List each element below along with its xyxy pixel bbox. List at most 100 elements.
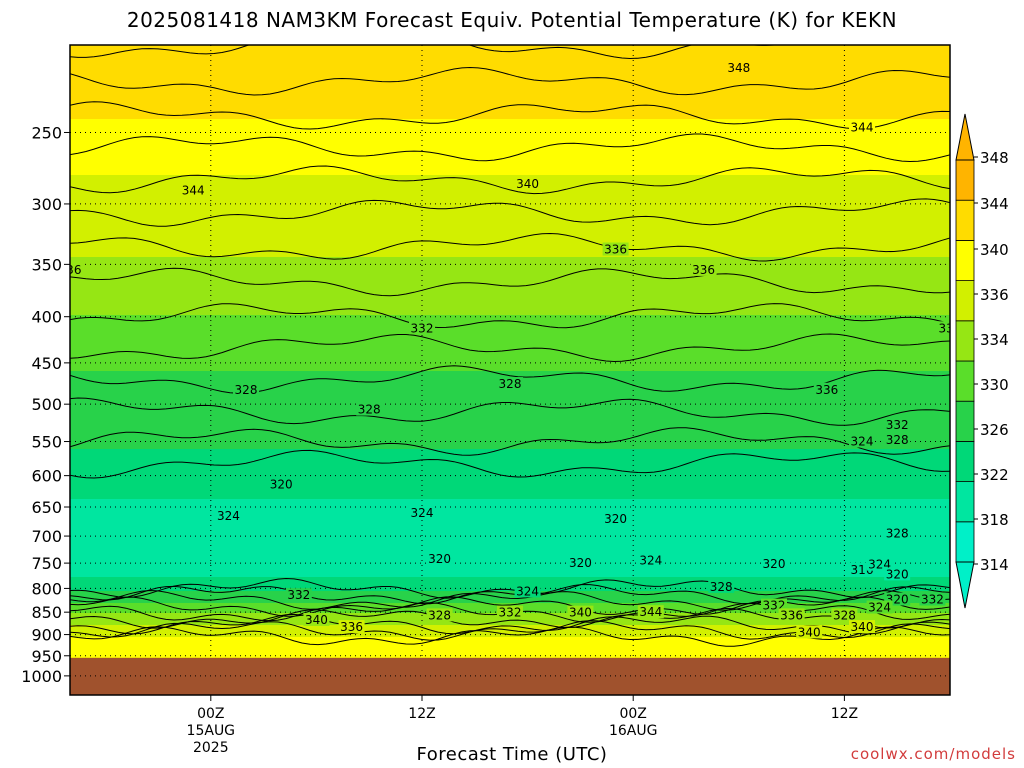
band-strip	[70, 191, 950, 194]
band-strip	[70, 163, 950, 166]
band-strip	[70, 355, 950, 358]
contour-label-bg	[725, 60, 752, 74]
band-strip	[70, 95, 950, 98]
band-strip	[70, 99, 950, 102]
band-strip	[70, 261, 950, 264]
contour-label: 332	[921, 593, 944, 607]
band-strip	[70, 345, 950, 348]
band-strip	[70, 595, 950, 598]
band-strip	[70, 461, 950, 464]
contour-label: 320	[569, 556, 592, 570]
band-strip	[70, 71, 950, 74]
band-strip	[70, 235, 950, 238]
contour-line	[70, 303, 950, 329]
band-strip	[70, 635, 950, 638]
contour-label-bg	[426, 551, 453, 565]
band-strip	[70, 405, 950, 408]
contour-label-bg	[849, 120, 875, 134]
y-tick-label: 800	[31, 579, 62, 598]
band-strip	[70, 591, 950, 594]
band-strip	[70, 123, 950, 126]
band-strip	[70, 469, 950, 472]
contour-label: 324	[639, 553, 662, 567]
band-strip	[70, 651, 950, 654]
band-strip	[70, 391, 950, 394]
colorbar: 314 318 322 326 330 334 336 340 344 348	[955, 113, 1009, 609]
band-strip	[70, 175, 950, 178]
colorbar-top-arrow	[955, 113, 975, 161]
band-strip	[70, 171, 950, 174]
band-strip	[70, 473, 950, 476]
y-tick-label: 900	[31, 626, 62, 645]
band-strip	[70, 487, 950, 490]
band-strip	[70, 151, 950, 154]
band-strip	[70, 505, 950, 508]
contour-label-bg	[514, 176, 541, 190]
contour-label-bg	[884, 433, 911, 447]
band-strip	[70, 375, 950, 378]
band-strip	[70, 547, 950, 550]
band-strip	[70, 155, 950, 158]
band-strip	[70, 259, 950, 262]
band-strip	[70, 101, 950, 104]
band-strip	[70, 451, 950, 454]
contour-line	[70, 232, 950, 262]
band-strip	[70, 193, 950, 196]
contour-label-bg	[514, 584, 541, 598]
contour-line	[70, 165, 950, 195]
band-strip	[70, 207, 950, 210]
band-strip	[70, 637, 950, 640]
band-strip	[70, 569, 950, 572]
band-strip	[70, 51, 950, 54]
band-strip	[70, 541, 950, 544]
band-strip	[70, 561, 950, 564]
x-axis: 00Z15AUG202512Z00Z16AUG12Z00Z17AUG	[187, 695, 858, 756]
band-strip	[70, 179, 950, 182]
colorbar-bin	[955, 239, 975, 281]
colorbar-bin	[955, 521, 975, 563]
band-strip	[70, 121, 950, 124]
band-strip	[70, 305, 950, 308]
contour-label-bg	[761, 557, 787, 571]
band-strip	[70, 287, 950, 290]
band-strip	[70, 253, 950, 256]
band-strip	[70, 543, 950, 546]
band-strip	[70, 639, 950, 642]
colorbar-label: 344	[980, 195, 1009, 213]
band-strip	[70, 415, 950, 418]
band-strip	[70, 137, 950, 140]
band-strip	[70, 573, 950, 576]
x-tick-year: 2025	[193, 740, 229, 756]
y-tick-label: 350	[31, 255, 62, 274]
band-strip	[70, 479, 950, 482]
contour-label: 336	[59, 263, 82, 277]
band-strip	[70, 227, 950, 230]
contour-label-bg	[180, 183, 207, 197]
band-strip	[70, 125, 950, 128]
contour-line	[70, 397, 950, 426]
band-strip	[70, 443, 950, 446]
band-strip	[70, 643, 950, 646]
band-strip	[70, 393, 950, 396]
contour-label: 328	[499, 377, 522, 391]
colorbar-bin	[955, 159, 975, 201]
band-strip	[70, 93, 950, 96]
y-tick-label: 650	[31, 498, 62, 517]
contour-label-bg	[955, 599, 981, 612]
contour-label-bg	[637, 605, 664, 619]
band-strip	[70, 223, 950, 226]
band-strip	[70, 183, 950, 186]
contour-label-bg	[637, 553, 664, 567]
band-strip	[70, 399, 950, 402]
y-tick-label: 850	[31, 603, 62, 622]
band-strip	[70, 85, 950, 88]
y-axis: 250 300 350 400 450 500 550 600 650 700 750 800 850 9…	[21, 123, 70, 686]
band-strip	[70, 555, 950, 558]
band-strip	[70, 423, 950, 426]
contour-line	[70, 66, 950, 96]
band-strip	[70, 313, 950, 316]
band-strip	[70, 271, 950, 274]
band-strip	[70, 359, 950, 362]
contour-line	[70, 577, 950, 599]
